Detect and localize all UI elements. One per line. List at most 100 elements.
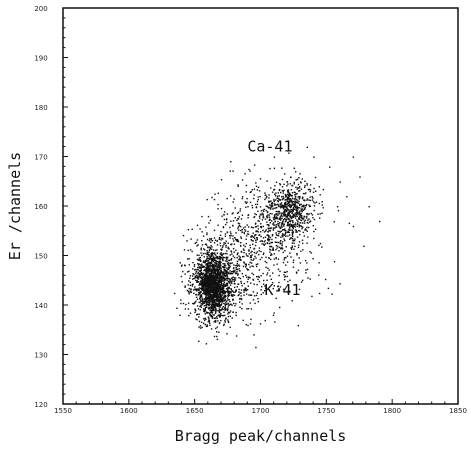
data-point <box>222 277 224 279</box>
data-point <box>227 281 229 283</box>
data-point <box>205 296 207 298</box>
data-point <box>271 204 273 206</box>
data-point <box>184 285 186 287</box>
data-point <box>264 319 266 322</box>
data-point <box>223 282 226 284</box>
data-point <box>287 183 289 185</box>
data-point <box>211 258 213 261</box>
data-point <box>247 324 249 327</box>
data-point <box>210 311 212 314</box>
data-point <box>231 271 233 273</box>
data-point <box>218 269 220 271</box>
data-point <box>284 210 287 212</box>
data-point <box>212 294 214 296</box>
data-point <box>280 207 282 209</box>
data-point <box>277 223 279 225</box>
data-point <box>276 263 278 265</box>
data-point <box>208 280 210 283</box>
data-point <box>204 259 207 262</box>
data-point <box>291 225 294 227</box>
x-tick-label: 1600 <box>120 407 138 415</box>
data-point <box>290 199 292 202</box>
data-point <box>206 289 208 291</box>
data-point <box>204 278 206 281</box>
data-point <box>298 190 300 192</box>
data-point <box>298 177 300 179</box>
data-point <box>211 311 214 313</box>
data-point <box>240 250 243 253</box>
data-point <box>209 238 211 240</box>
data-point <box>267 207 270 209</box>
data-point <box>211 317 214 319</box>
data-point <box>206 287 208 289</box>
data-point <box>211 276 214 278</box>
data-point <box>190 238 192 240</box>
data-point <box>245 323 247 326</box>
data-point <box>197 294 200 296</box>
data-point <box>233 256 236 259</box>
data-point <box>203 260 205 262</box>
data-point <box>237 239 239 241</box>
data-point <box>288 195 290 197</box>
data-point <box>203 272 205 275</box>
data-point <box>216 263 218 265</box>
data-point <box>255 252 257 255</box>
data-point <box>203 266 205 268</box>
data-point <box>300 222 302 224</box>
data-point <box>217 265 220 267</box>
data-point <box>215 302 217 305</box>
data-point <box>251 235 253 237</box>
data-point <box>224 295 227 297</box>
data-point <box>203 298 206 300</box>
data-point <box>225 284 227 287</box>
data-point <box>238 259 240 261</box>
data-point <box>298 244 300 246</box>
data-point <box>220 261 222 263</box>
data-point <box>216 284 219 287</box>
data-point <box>211 285 213 287</box>
data-point <box>255 233 257 236</box>
data-point <box>288 199 291 201</box>
data-point <box>268 201 270 203</box>
data-point <box>264 240 266 242</box>
data-point <box>272 282 274 284</box>
data-point <box>313 209 315 212</box>
data-point <box>269 251 271 253</box>
data-point <box>224 304 227 306</box>
data-point <box>229 300 231 303</box>
data-point <box>238 229 240 231</box>
data-point <box>225 244 227 247</box>
data-point <box>223 265 226 267</box>
data-point <box>302 217 305 219</box>
data-point <box>220 313 222 315</box>
data-point <box>210 286 212 288</box>
data-point <box>293 181 295 184</box>
data-point <box>260 235 262 238</box>
data-point <box>278 230 281 233</box>
data-point <box>195 310 197 312</box>
data-point <box>212 258 215 261</box>
data-point <box>222 245 224 247</box>
data-point <box>282 234 284 237</box>
data-point <box>290 225 292 227</box>
data-point <box>287 202 290 204</box>
data-point <box>254 244 257 247</box>
data-point <box>318 262 320 264</box>
data-point <box>223 242 225 244</box>
data-point <box>202 283 205 285</box>
data-point <box>269 222 271 224</box>
data-point <box>187 249 189 252</box>
data-point <box>278 198 280 201</box>
data-point <box>294 212 297 214</box>
data-point <box>285 246 287 248</box>
data-point <box>291 226 294 228</box>
data-point <box>226 297 229 299</box>
data-point <box>303 204 305 207</box>
data-point <box>290 209 292 211</box>
data-point <box>224 278 226 280</box>
data-point <box>201 215 203 218</box>
data-point <box>217 296 220 298</box>
x-axis-label: Bragg peak/channels <box>175 427 347 445</box>
data-point <box>217 320 219 322</box>
data-point <box>269 207 271 210</box>
